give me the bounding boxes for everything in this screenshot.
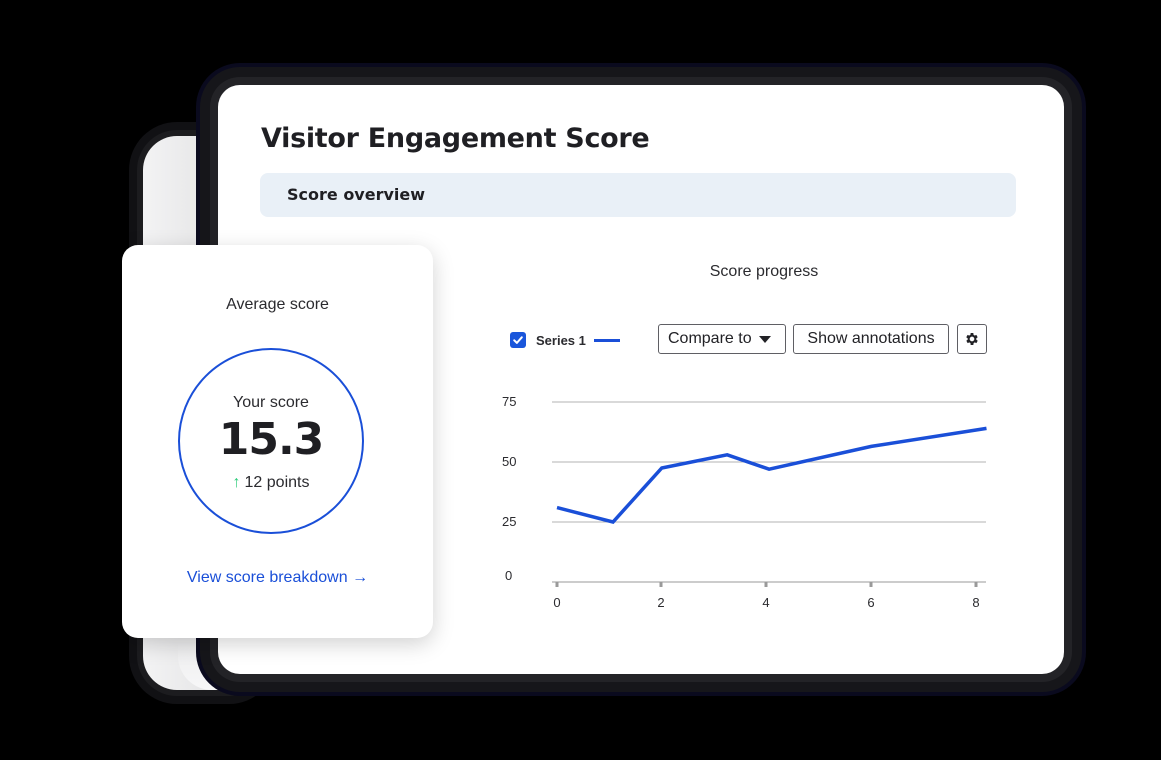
score-progress-chart: 75 50 25 0 0 2 4 6 8 xyxy=(502,394,987,610)
arrow-up-icon: ↑ xyxy=(232,474,241,491)
x-tick-2: 2 xyxy=(657,595,664,610)
y-axis-labels: 75 50 25 0 xyxy=(502,394,516,583)
score-value: 15.3 xyxy=(218,414,325,465)
compare-to-label: Compare to xyxy=(668,330,752,347)
view-score-breakdown-link[interactable]: View score breakdown → xyxy=(122,569,433,587)
y-gridlines xyxy=(552,401,986,583)
average-score-card: Average score Your score 15.3 ↑ 12 points… xyxy=(122,245,433,638)
y-tick-25: 25 xyxy=(502,514,516,529)
series-1-checkbox[interactable] xyxy=(510,332,526,348)
y-tick-0: 0 xyxy=(505,568,512,583)
x-axis-labels: 0 2 4 6 8 xyxy=(553,595,979,610)
chart-legend: Series 1 xyxy=(510,331,620,349)
breakdown-link-label: View score breakdown xyxy=(186,569,348,586)
page-title: Visitor Engagement Score xyxy=(261,123,650,154)
chart-settings-button[interactable] xyxy=(957,324,987,354)
average-score-title: Average score xyxy=(226,296,329,313)
score-delta: ↑ 12 points xyxy=(180,474,362,492)
x-axis-ticks xyxy=(555,582,978,587)
arrow-right-icon: → xyxy=(352,569,369,586)
y-tick-50: 50 xyxy=(502,454,516,469)
score-ring: Your score 15.3 ↑ 12 points xyxy=(178,348,364,534)
chart-title: Score progress xyxy=(709,263,819,280)
show-annotations-button[interactable]: Show annotations xyxy=(793,324,949,354)
show-annotations-label: Show annotations xyxy=(807,330,935,347)
score-overview-tab[interactable]: Score overview xyxy=(260,173,1016,217)
score-overview-label: Score overview xyxy=(287,185,426,204)
compare-to-dropdown[interactable]: Compare to xyxy=(658,324,786,354)
x-tick-6: 6 xyxy=(867,595,874,610)
gear-icon xyxy=(966,333,978,345)
your-score-label: Your score xyxy=(233,394,309,411)
caret-down-icon xyxy=(758,335,771,343)
checkmark-icon xyxy=(513,336,523,344)
series-1-swatch xyxy=(593,338,620,342)
series-1-label: Series 1 xyxy=(536,332,586,348)
x-tick-0: 0 xyxy=(553,595,560,610)
x-tick-8: 8 xyxy=(972,595,979,610)
y-tick-75: 75 xyxy=(502,394,516,409)
series-1-line xyxy=(556,426,987,524)
x-tick-4: 4 xyxy=(762,595,769,610)
score-delta-text: 12 points xyxy=(244,474,310,491)
